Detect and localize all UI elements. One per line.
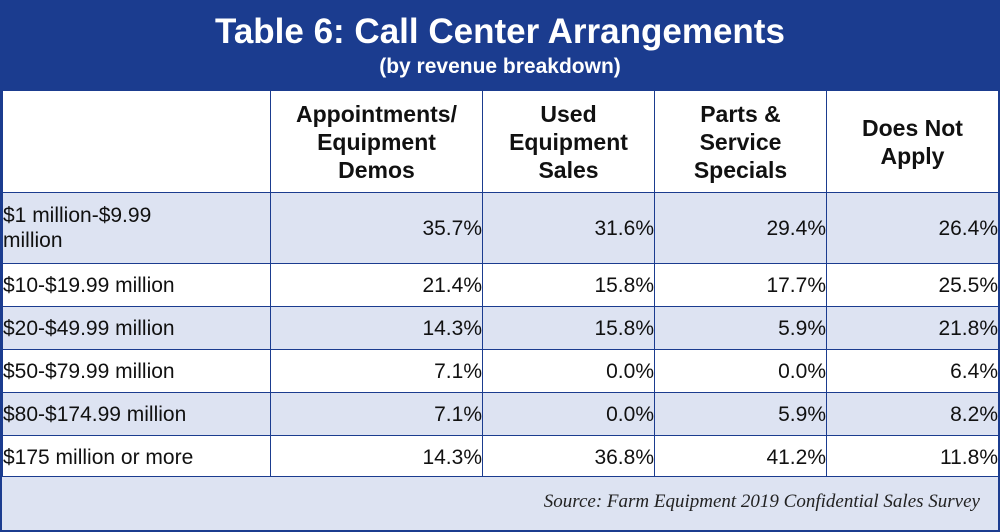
value-cell: 11.8% [826, 435, 998, 479]
column-header-line: Does Not [862, 114, 963, 141]
table-row: $10-$19.99 million 21.4% 15.8% 17.7% 25.5% [2, 263, 998, 307]
value-cell: 7.1% [270, 392, 483, 436]
row-label-line: $10-$19.99 million [3, 273, 175, 297]
row-label-line: million [3, 229, 63, 252]
column-header-line: Parts & [700, 100, 781, 127]
value-cell: 26.4% [826, 192, 998, 264]
row-label: $10-$19.99 million [2, 263, 271, 307]
column-header-line: Appointments/ [296, 100, 457, 127]
column-header-line: Equipment [317, 128, 436, 155]
table-row: $50-$79.99 million 7.1% 0.0% 0.0% 6.4% [2, 349, 998, 393]
column-header: Parts & Service Specials [654, 90, 827, 193]
row-label: $20-$49.99 million [2, 306, 271, 350]
value-cell: 41.2% [654, 435, 827, 479]
row-label-line: $1 million-$9.99 [3, 204, 152, 227]
table-row: $175 million or more 14.3% 36.8% 41.2% 11.8% [2, 435, 998, 479]
table-body: $1 million-$9.99 million 35.7% 31.6% 29.4% 26… [2, 192, 998, 479]
column-header-line: Specials [693, 156, 788, 183]
column-header-line: Demos [338, 156, 415, 183]
source-note: Source: Farm Equipment 2019 Confidential… [2, 476, 998, 530]
value-cell: 21.4% [270, 263, 483, 307]
data-table: Appointments/Equipment Demos Used Equipment… [2, 90, 998, 479]
column-header: Used Equipment Sales [482, 90, 655, 193]
column-header: Does Not Apply [826, 90, 998, 193]
value-cell: 29.4% [654, 192, 827, 264]
value-cell: 0.0% [654, 349, 827, 393]
row-label: $80-$174.99 million [2, 392, 271, 436]
value-cell: 8.2% [826, 392, 998, 436]
corner-cell [2, 90, 271, 193]
column-header-line: Apply [880, 142, 945, 169]
value-cell: 5.9% [654, 306, 827, 350]
row-label-line: $80-$174.99 million [3, 402, 187, 426]
row-label-line: $50-$79.99 million [3, 359, 175, 383]
value-cell: 21.8% [826, 306, 998, 350]
table-title: Table 6: Call Center Arrangements [215, 12, 785, 51]
column-header: Appointments/Equipment Demos [270, 90, 483, 193]
table-header: Table 6: Call Center Arrangements (by re… [2, 2, 998, 90]
row-label-line: $175 million or more [3, 445, 194, 469]
column-header-line: Used [540, 100, 597, 127]
value-cell: 0.0% [482, 392, 655, 436]
row-label: $175 million or more [2, 435, 271, 479]
value-cell: 15.8% [482, 263, 655, 307]
column-header-line: Sales [538, 156, 599, 183]
row-label: $1 million-$9.99 million [2, 192, 271, 264]
row-label-line: $20-$49.99 million [3, 316, 175, 340]
value-cell: 35.7% [270, 192, 483, 264]
column-header-line: Equipment [509, 128, 628, 155]
value-cell: 6.4% [826, 349, 998, 393]
column-header-row: Appointments/Equipment Demos Used Equipment… [2, 90, 998, 193]
table-row: $1 million-$9.99 million 35.7% 31.6% 29.4% 26… [2, 192, 998, 264]
value-cell: 5.9% [654, 392, 827, 436]
value-cell: 14.3% [270, 435, 483, 479]
row-label: $50-$79.99 million [2, 349, 271, 393]
column-header-line: Service [699, 128, 782, 155]
table-row: $80-$174.99 million 7.1% 0.0% 5.9% 8.2% [2, 392, 998, 436]
value-cell: 0.0% [482, 349, 655, 393]
value-cell: 31.6% [482, 192, 655, 264]
value-cell: 36.8% [482, 435, 655, 479]
value-cell: 14.3% [270, 306, 483, 350]
value-cell: 17.7% [654, 263, 827, 307]
value-cell: 7.1% [270, 349, 483, 393]
table-row: $20-$49.99 million 14.3% 15.8% 5.9% 21.8% [2, 306, 998, 350]
table-subtitle: (by revenue breakdown) [379, 55, 621, 78]
value-cell: 15.8% [482, 306, 655, 350]
value-cell: 25.5% [826, 263, 998, 307]
